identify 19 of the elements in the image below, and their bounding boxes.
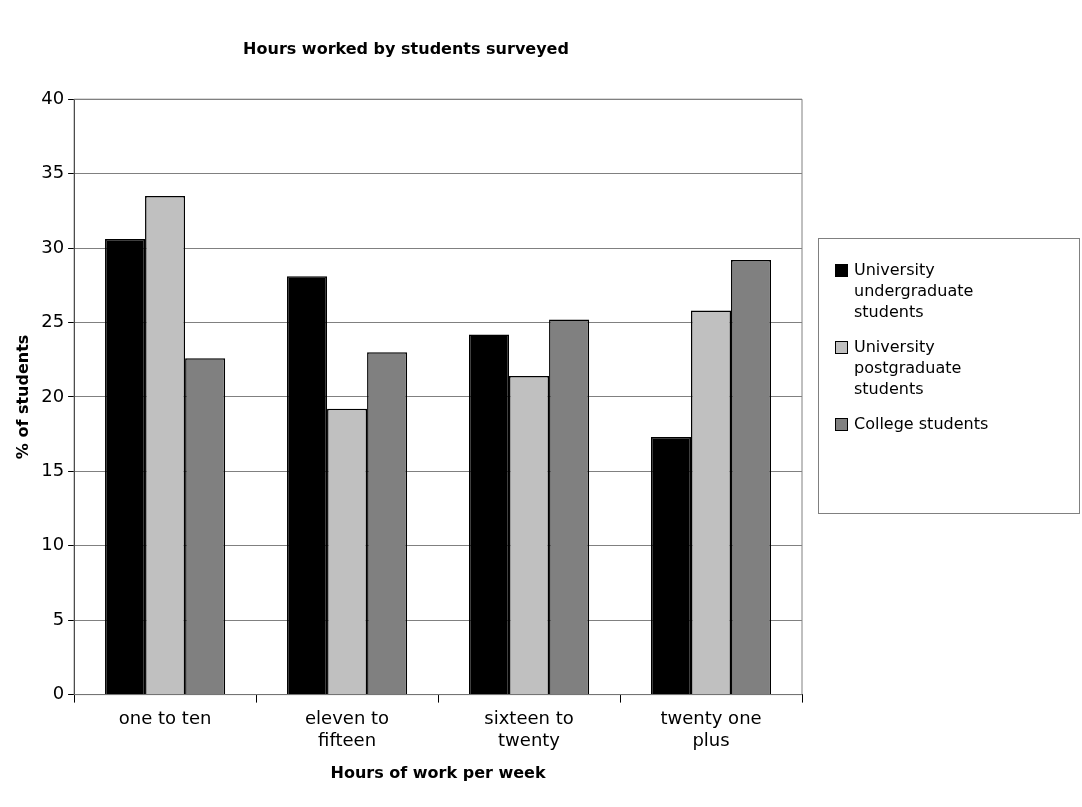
- x-tick-label: one to ten: [118, 707, 212, 729]
- y-tick-label: 25: [41, 310, 65, 332]
- legend-label: University undergraduate students: [854, 259, 975, 322]
- y-tick-label: 0: [52, 682, 65, 704]
- y-tick-label: 10: [41, 533, 65, 555]
- x-axis-title: Hours of work per week: [330, 762, 546, 782]
- chart-title: Hours worked by students surveyed: [243, 38, 569, 58]
- y-tick-label: 30: [41, 235, 65, 257]
- y-tick-label: 15: [41, 459, 65, 480]
- y-tick-label: 5: [52, 607, 65, 629]
- y-tick-label: 35: [41, 161, 65, 183]
- x-tick-label: eleven to fifteen: [305, 707, 390, 750]
- x-tick-label: twenty one plus: [660, 707, 762, 750]
- y-tick-label: 40: [41, 86, 65, 108]
- x-tick-label: sixteen to twenty: [484, 707, 574, 750]
- y-tick-label: 20: [41, 384, 65, 406]
- legend-label: University postgraduate students: [854, 336, 963, 399]
- y-axis-title: % of students: [12, 334, 32, 460]
- legend-label: College students: [854, 413, 990, 434]
